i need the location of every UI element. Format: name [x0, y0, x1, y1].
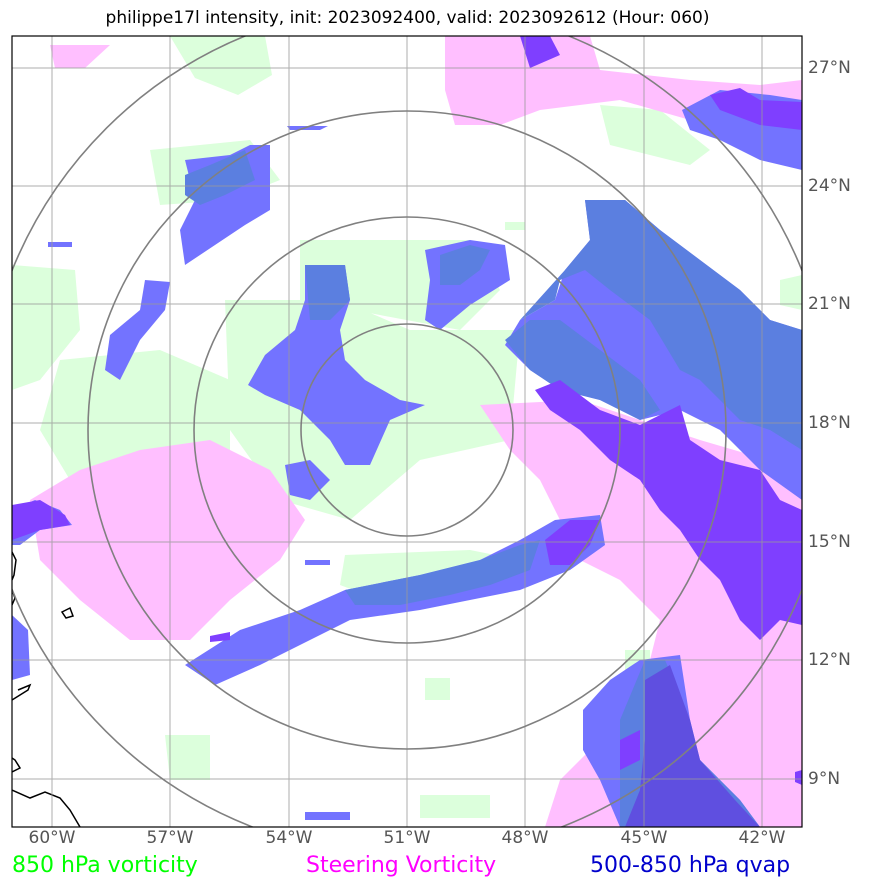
- lon-label-51w: 51°W: [383, 828, 431, 848]
- lon-label-60w: 60°W: [28, 828, 76, 848]
- lon-label-57w: 57°W: [146, 828, 194, 848]
- lat-label-24n: 24°N: [808, 176, 851, 196]
- lon-label-54w: 54°W: [265, 828, 313, 848]
- lat-label-15n: 15°N: [808, 532, 851, 552]
- graticule: [12, 36, 802, 827]
- lat-label-21n: 21°N: [808, 294, 851, 314]
- legend-850-vorticity: 850 hPa vorticity: [12, 853, 198, 878]
- lat-label-27n: 27°N: [808, 58, 851, 78]
- plot-frame: [11, 35, 803, 828]
- qvap-field: [12, 36, 802, 827]
- map-title: philippe17l intensity, init: 2023092400,…: [105, 8, 710, 28]
- lat-label-12n: 12°N: [808, 650, 851, 670]
- legend-qvap: 500-850 hPa qvap: [590, 853, 791, 878]
- range-rings: [12, 36, 802, 827]
- lat-label-9n: 9°N: [808, 769, 841, 789]
- lat-label-18n: 18°N: [808, 413, 851, 433]
- lon-label-48w: 48°W: [501, 828, 549, 848]
- lon-label-42w: 42°W: [738, 828, 786, 848]
- legend-steering-vorticity: Steering Vorticity: [306, 853, 497, 878]
- lon-label-45w: 45°W: [620, 828, 668, 848]
